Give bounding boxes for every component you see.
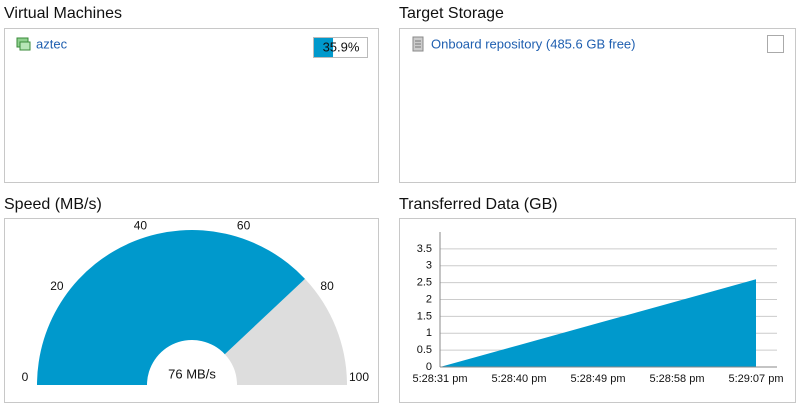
panel-title: Transferred Data (GB) — [399, 196, 558, 213]
storage-link[interactable]: Onboard repository (485.6 GB free) — [431, 36, 636, 51]
y-tick-label: 2.5 — [417, 277, 432, 289]
gauge-tick-label: 100 — [349, 370, 369, 384]
vm-icon — [16, 37, 31, 51]
gauge-value — [37, 230, 305, 385]
gauge-track — [224, 278, 347, 385]
x-tick-label: 5:28:58 pm — [649, 373, 704, 385]
progress-label: 35.9% — [323, 39, 360, 54]
vm-link[interactable]: aztec — [36, 36, 68, 51]
y-tick-label: 1.5 — [417, 310, 432, 322]
gauge-tick-label: 80 — [320, 279, 334, 293]
area — [440, 279, 756, 367]
x-tick-label: 5:28:31 pm — [412, 373, 467, 385]
y-tick-label: 0.5 — [417, 344, 432, 356]
x-tick-label: 5:28:40 pm — [491, 373, 546, 385]
progress-fill — [314, 38, 334, 57]
y-tick-label: 3 — [426, 260, 432, 272]
y-tick-label: 2 — [426, 293, 432, 305]
panel-title: Speed (MB/s) — [4, 196, 102, 213]
gauge-tick-label: 40 — [134, 218, 148, 232]
y-tick-label: 1 — [426, 327, 432, 339]
gauge-tick-label: 60 — [237, 218, 251, 232]
x-tick-label: 5:28:49 pm — [570, 373, 625, 385]
gauge-value-label: 76 MB/s — [168, 366, 216, 381]
panel-title: Target Storage — [399, 5, 504, 22]
y-tick-label: 3.5 — [417, 243, 432, 255]
gauge-tick-label: 20 — [50, 279, 64, 293]
storage-icon — [412, 36, 424, 52]
checkbox[interactable] — [767, 35, 784, 53]
gauge-tick-label: 0 — [22, 370, 29, 384]
panel — [399, 28, 796, 183]
y-tick-label: 0 — [426, 361, 432, 373]
x-tick-label: 5:29:07 pm — [728, 373, 783, 385]
panel-title: Virtual Machines — [4, 5, 122, 22]
